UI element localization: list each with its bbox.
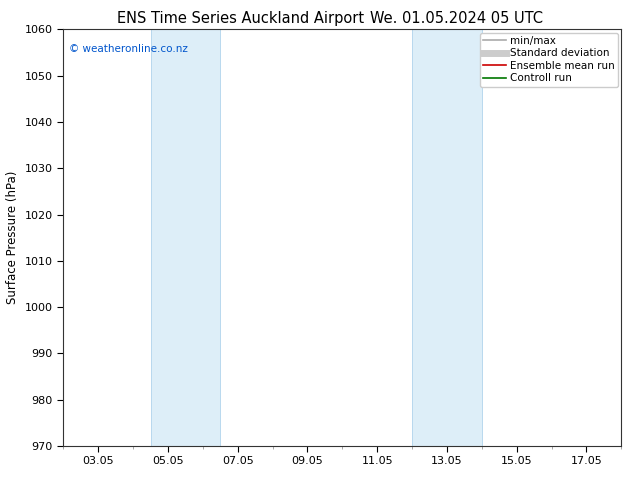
Bar (150, 29, 221, 446)
Legend: min/max, Standard deviation, Ensemble mean run, Controll run: min/max, Standard deviation, Ensemble me… (480, 32, 618, 87)
Text: ENS Time Series Auckland Airport: ENS Time Series Auckland Airport (117, 11, 365, 26)
Text: © weatheronline.co.nz: © weatheronline.co.nz (69, 44, 188, 54)
Text: We. 01.05.2024 05 UTC: We. 01.05.2024 05 UTC (370, 11, 543, 26)
Y-axis label: Surface Pressure (hPa): Surface Pressure (hPa) (6, 171, 19, 304)
Bar (412, 29, 482, 446)
